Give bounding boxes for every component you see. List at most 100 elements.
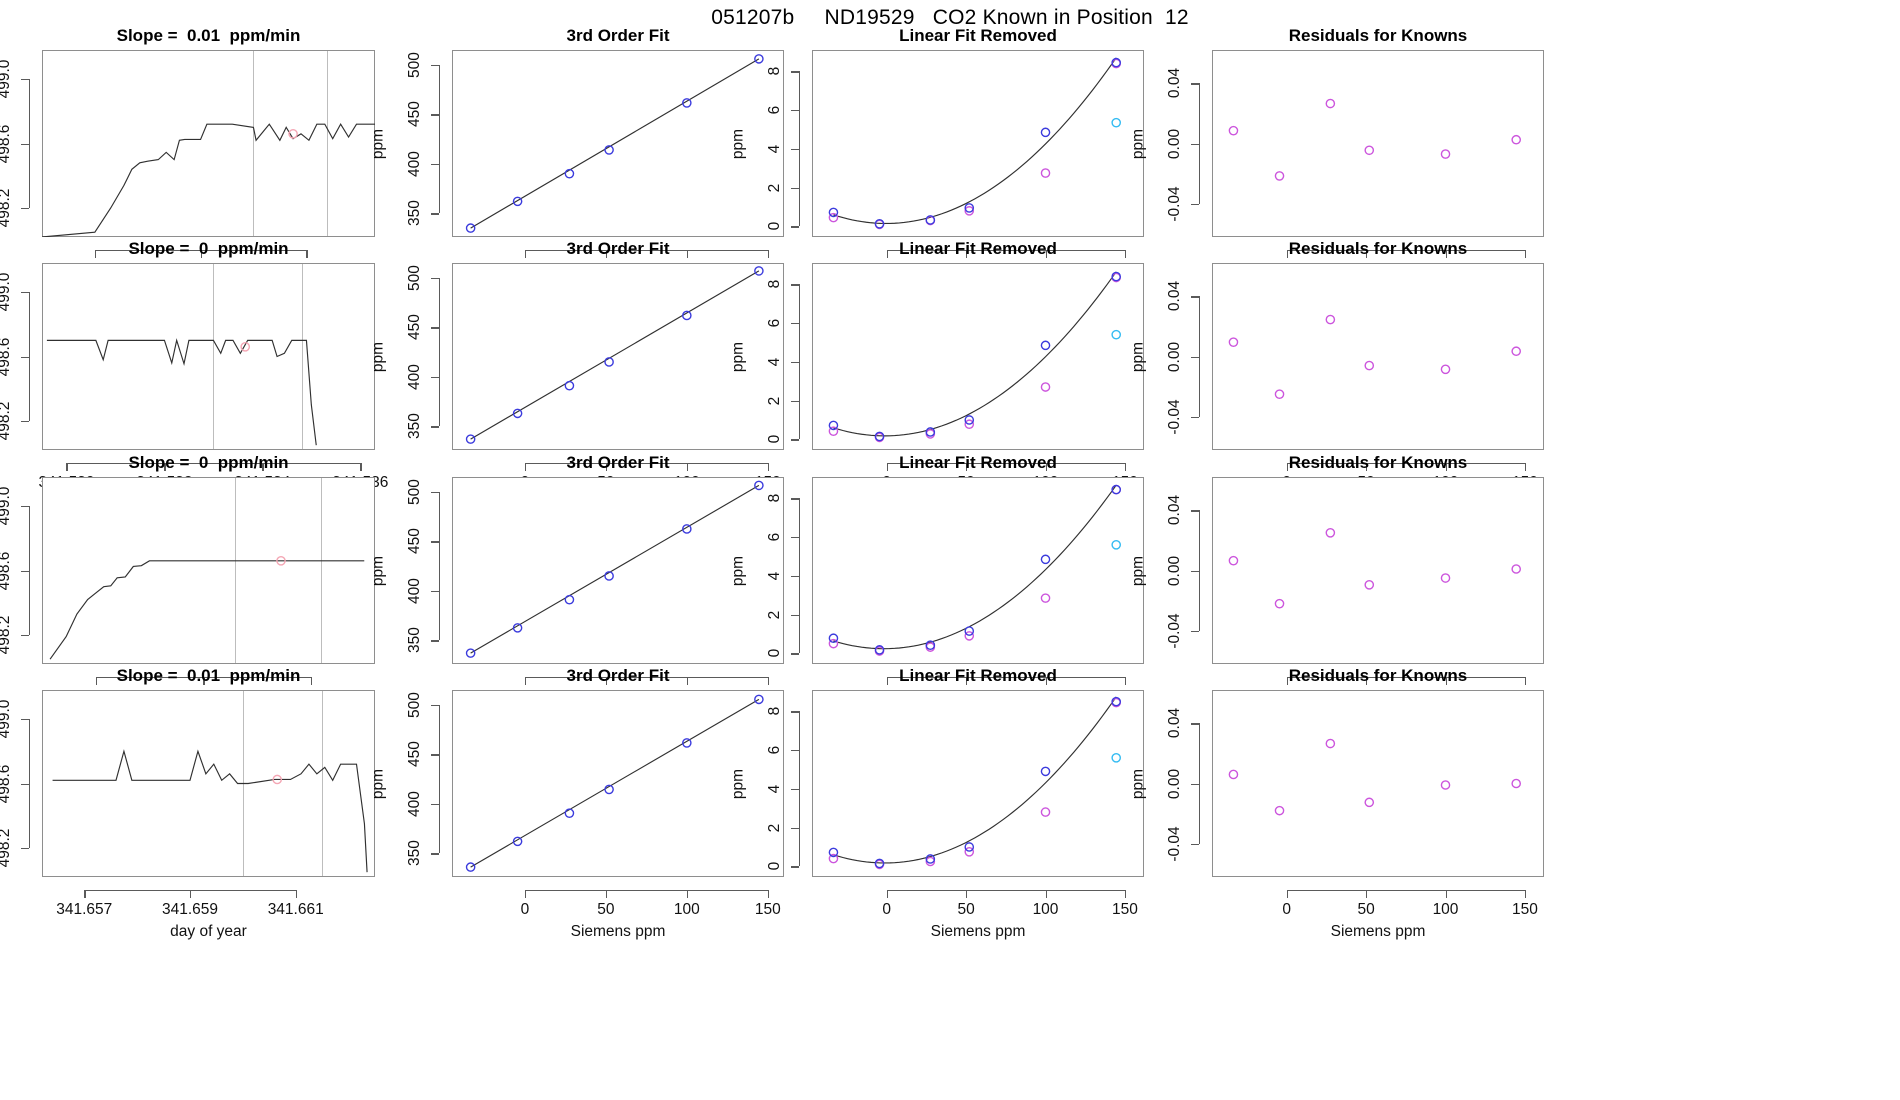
x-tick <box>524 250 527 258</box>
data-point-blue <box>1040 766 1051 777</box>
known-marker <box>272 774 283 785</box>
residual-point <box>1325 738 1336 749</box>
data-point-cyan <box>1111 329 1122 340</box>
residual-point <box>1228 555 1239 566</box>
x-tick <box>1524 463 1527 471</box>
panel-title: Residuals for Knowns <box>1288 666 1468 685</box>
x-tick <box>966 890 968 898</box>
y-tick <box>791 711 799 713</box>
y-tick <box>431 491 439 494</box>
x-tick <box>966 677 968 685</box>
panel-title: Slope = 0 ppm/min <box>128 453 289 472</box>
data-point-blue <box>874 645 885 655</box>
panel-title: Linear Fit Removed <box>899 239 1057 258</box>
data-point-blue <box>828 633 839 644</box>
y-tick <box>21 847 29 850</box>
panel-title: Residuals for Knowns <box>1288 453 1468 472</box>
data-point <box>604 571 614 581</box>
x-tick <box>966 463 968 471</box>
guide-line-1 <box>301 264 303 449</box>
data-point-blue <box>828 207 839 218</box>
x-tick-label: 100 <box>1432 901 1459 918</box>
data-point-magenta <box>1040 593 1051 603</box>
x-tick-label: 150 <box>754 901 781 918</box>
data-point-blue <box>1111 271 1122 282</box>
data-point-blue <box>925 427 936 437</box>
residual-point <box>1364 580 1375 590</box>
plot-frame <box>452 263 784 450</box>
x-tick <box>1045 463 1047 471</box>
data-point <box>564 808 575 818</box>
y-tick <box>791 148 799 151</box>
x-axis-line <box>1286 463 1525 465</box>
residual-point <box>1228 337 1239 347</box>
guide-line-1 <box>327 51 329 236</box>
residual-point <box>1274 389 1285 400</box>
x-tick <box>1524 890 1527 898</box>
data-point-blue <box>925 640 936 651</box>
y-tick <box>1191 296 1199 298</box>
x-axis-line <box>1286 677 1525 679</box>
fit-line <box>470 484 760 654</box>
y-axis-line <box>799 498 801 654</box>
x-tick <box>1366 250 1368 258</box>
known-marker <box>240 342 251 352</box>
data-point <box>564 168 575 179</box>
quadratic-fit-curve <box>833 696 1117 864</box>
data-point-magenta <box>964 206 975 216</box>
residual-point <box>1511 564 1522 574</box>
y-tick <box>431 277 439 280</box>
panel-title: Linear Fit Removed <box>899 666 1057 685</box>
plot-frame <box>812 263 1144 450</box>
x-tick <box>1286 250 1289 258</box>
y-tick <box>431 853 439 855</box>
x-tick-label: 0 <box>1282 901 1291 918</box>
timeseries-trace <box>46 338 317 446</box>
y-tick <box>431 64 439 67</box>
y-axis-line <box>1199 723 1201 844</box>
x-tick <box>767 677 770 685</box>
x-tick <box>767 890 770 898</box>
x-tick-label: 150 <box>1512 901 1538 918</box>
x-tick-label: 100 <box>1032 901 1059 918</box>
data-point-blue <box>925 215 936 225</box>
data-point <box>682 310 692 321</box>
guide-line-0 <box>253 51 255 236</box>
residual-point <box>1511 134 1522 145</box>
known-marker <box>276 556 286 566</box>
data-point-magenta <box>1040 168 1051 178</box>
x-tick <box>1445 463 1447 471</box>
y-tick <box>1191 83 1199 85</box>
quadratic-fit-curve <box>833 484 1117 650</box>
plot-frame <box>1212 690 1544 877</box>
residual-point <box>1511 778 1522 789</box>
data-point <box>564 594 575 605</box>
y-tick <box>21 783 29 785</box>
x-tick <box>203 677 205 685</box>
y-tick <box>1191 723 1199 725</box>
data-point <box>465 648 476 658</box>
y-tick <box>791 226 799 228</box>
guide-line-1 <box>322 691 324 876</box>
y-tick <box>791 323 799 325</box>
y-tick <box>791 71 799 73</box>
data-point-blue <box>1111 57 1122 68</box>
panel-title: Residuals for Knowns <box>1288 26 1468 45</box>
plot-frame <box>812 690 1144 877</box>
y-axis-line <box>29 79 31 208</box>
y-axis-line <box>799 284 801 440</box>
x-tick <box>1366 463 1368 471</box>
x-tick <box>886 890 889 898</box>
y-tick <box>21 570 29 572</box>
data-point-cyan <box>1111 540 1122 550</box>
plot-frame <box>42 263 375 450</box>
